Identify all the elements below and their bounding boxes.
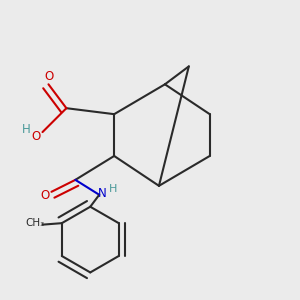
Text: O: O bbox=[44, 70, 54, 83]
Text: H: H bbox=[109, 184, 117, 194]
Text: CH₃: CH₃ bbox=[26, 218, 45, 228]
Text: O: O bbox=[40, 189, 50, 202]
Text: H: H bbox=[22, 123, 31, 136]
Text: N: N bbox=[98, 187, 106, 200]
Text: O: O bbox=[31, 130, 40, 143]
